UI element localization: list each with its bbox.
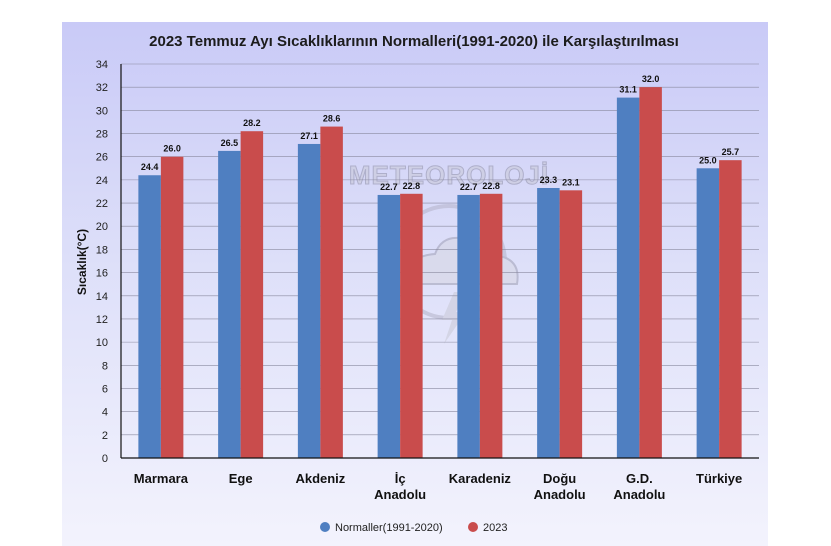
y-tick-label: 28 xyxy=(96,129,108,141)
data-label: 22.8 xyxy=(482,181,500,191)
x-tick-label: Akdeniz xyxy=(295,471,345,486)
bar-y2023 xyxy=(400,193,423,458)
legend: Normaller(1991-2020) 2023 xyxy=(320,522,507,534)
y-tick-label: 18 xyxy=(96,244,108,256)
data-label: 32.0 xyxy=(642,74,660,84)
y-tick-label: 6 xyxy=(102,383,108,395)
bar-normal xyxy=(537,187,560,458)
x-tick-label: Anadolu xyxy=(613,487,665,502)
y-tick-label: 30 xyxy=(96,105,108,117)
y-tick-label: 16 xyxy=(96,268,108,280)
bar-y2023 xyxy=(559,190,583,458)
data-label: 27.1 xyxy=(300,131,318,141)
data-label: 26.5 xyxy=(221,138,239,148)
y-axis-label: Sıcaklık(°C) xyxy=(75,229,89,295)
bar-y2023 xyxy=(160,156,184,459)
x-tick-label: Marmara xyxy=(134,471,189,486)
data-label: 23.1 xyxy=(562,177,580,187)
bar-normal xyxy=(138,175,161,458)
data-label: 31.1 xyxy=(619,85,637,95)
bar-chart: METEOROLOJİ 2023 Temmuz Ayı Sıcaklıkları… xyxy=(75,33,759,534)
bars xyxy=(138,87,742,459)
y-tick-label: 2 xyxy=(102,430,108,442)
y-tick-label: 10 xyxy=(96,337,108,349)
y-tick-label: 22 xyxy=(96,198,108,210)
x-tick-label: Anadolu xyxy=(374,487,426,502)
chart-title: 2023 Temmuz Ayı Sıcaklıklarının Normalle… xyxy=(149,33,679,50)
data-label: 28.2 xyxy=(243,118,261,128)
bar-y2023 xyxy=(240,131,264,458)
bar-normal xyxy=(457,194,480,458)
data-label: 22.7 xyxy=(460,182,478,192)
y-tick-label: 4 xyxy=(102,407,108,419)
data-label: 28.6 xyxy=(323,114,341,124)
watermark-lightning-icon xyxy=(442,292,466,344)
x-tick-label: Anadolu xyxy=(534,487,586,502)
legend-label: Normaller(1991-2020) xyxy=(335,522,443,534)
x-tick-label: Ege xyxy=(229,471,253,486)
data-labels: 24.4 26.5 27.1 22.7 22.7 23.3 31.1 25.0 26.0 28.2… xyxy=(141,74,739,192)
y-tick-label: 26 xyxy=(96,152,108,164)
bar-y2023 xyxy=(320,126,343,458)
y-tick-label: 32 xyxy=(96,82,108,94)
x-tick-label: İç xyxy=(395,471,406,486)
grid xyxy=(121,63,759,436)
x-tick-label: G.D. xyxy=(626,471,653,486)
data-label: 24.4 xyxy=(141,162,159,172)
data-label: 23.3 xyxy=(540,175,558,185)
data-label: 22.7 xyxy=(380,182,398,192)
y-tick-label: 12 xyxy=(96,314,108,326)
bar-normal xyxy=(696,168,720,458)
y-tick-label: 24 xyxy=(96,175,108,187)
chart-panel: METEOROLOJİ 2023 Temmuz Ayı Sıcaklıkları… xyxy=(62,22,768,546)
y-tick-label: 8 xyxy=(102,360,108,372)
bar-normal xyxy=(297,143,321,458)
bar-y2023 xyxy=(479,193,503,458)
bar-normal xyxy=(377,194,401,458)
bar-y2023 xyxy=(719,160,742,458)
legend-marker xyxy=(320,522,330,532)
data-label: 25.7 xyxy=(722,147,740,157)
bar-normal xyxy=(616,97,640,458)
data-label: 26.0 xyxy=(163,144,181,154)
bar-normal xyxy=(218,150,241,459)
x-tick-label: Doğu xyxy=(543,471,576,486)
legend-marker xyxy=(468,522,478,532)
y-tick-label: 20 xyxy=(96,221,108,233)
data-label: 22.8 xyxy=(403,181,421,191)
y-tick-label: 34 xyxy=(96,59,108,71)
y-tick-label: 0 xyxy=(102,453,108,465)
data-label: 25.0 xyxy=(699,155,717,165)
x-tick-label: Karadeniz xyxy=(449,471,512,486)
x-tick-label: Türkiye xyxy=(696,471,742,486)
legend-label: 2023 xyxy=(483,522,507,534)
bar-y2023 xyxy=(639,87,662,459)
watermark-text: METEOROLOJİ xyxy=(349,160,549,190)
y-tick-label: 14 xyxy=(96,291,108,303)
